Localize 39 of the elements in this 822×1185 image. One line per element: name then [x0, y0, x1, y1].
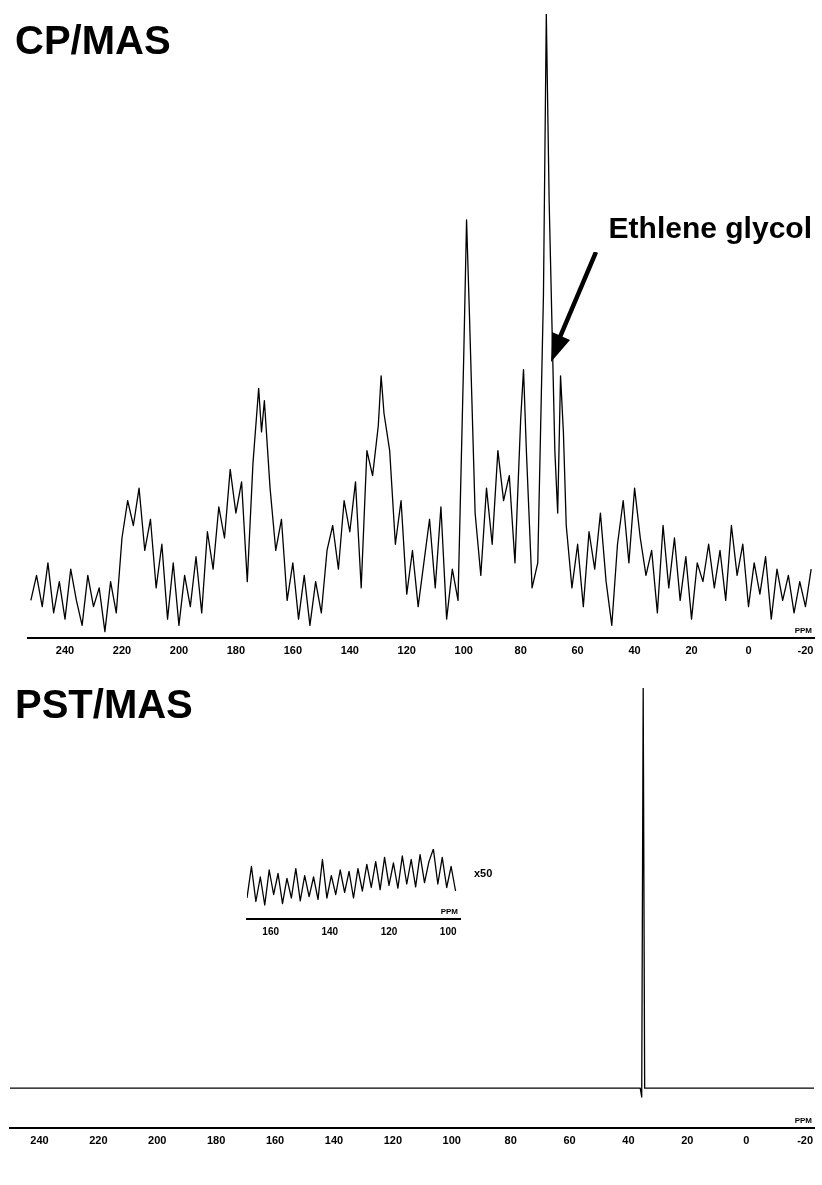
x-tick-label: 140 [321, 925, 339, 937]
x-tick-label: 40 [628, 644, 641, 657]
x-tick-label: 160 [262, 925, 280, 937]
x-tick-label: 40 [622, 1134, 635, 1147]
x-tick-label: -20 [797, 1134, 814, 1147]
x-tick-label: 220 [112, 644, 132, 657]
x-tick-label: 220 [89, 1134, 108, 1147]
x-tick-label: 240 [55, 644, 75, 657]
x-tick-label: 160 [283, 644, 303, 657]
x-tick-label: 140 [340, 644, 359, 657]
x-tick-label: 180 [206, 1134, 226, 1147]
x-tick-label: 20 [681, 1134, 694, 1147]
x-tick-label: 0 [745, 644, 752, 657]
x-tick-label: 0 [743, 1134, 750, 1147]
x-tick-label: 140 [324, 1134, 344, 1147]
x-tick-label: 100 [454, 644, 473, 657]
x-tick-label: 240 [30, 1134, 49, 1147]
x-tick-label: 120 [397, 644, 416, 657]
x-tick-label: 200 [148, 1134, 167, 1147]
x-tick-label: 60 [571, 644, 584, 657]
x-axis-title: PPM [794, 1116, 813, 1125]
x-tick-label: -20 [797, 644, 814, 657]
annotation: x50 [474, 866, 493, 879]
x-axis-title: PPM [794, 626, 813, 635]
x-tick-label: 60 [563, 1134, 576, 1147]
x-tick-label: 80 [504, 1134, 517, 1147]
x-tick-label: 80 [514, 644, 527, 657]
x-tick-label: 100 [442, 1134, 461, 1147]
x-tick-label: 180 [226, 644, 246, 657]
x-axis-title: PPM [440, 907, 459, 917]
x-tick-label: 100 [439, 925, 457, 937]
x-tick-label: 200 [169, 644, 189, 657]
chart-title: PST/MAS [15, 682, 193, 727]
chart-title: CP/MAS [15, 18, 171, 63]
x-tick-label: 160 [265, 1134, 285, 1147]
x-tick-label: 120 [383, 1134, 403, 1147]
x-tick-label: 120 [380, 925, 398, 937]
annotation: Ethlene glycol [608, 211, 812, 245]
x-tick-label: 20 [685, 644, 698, 657]
